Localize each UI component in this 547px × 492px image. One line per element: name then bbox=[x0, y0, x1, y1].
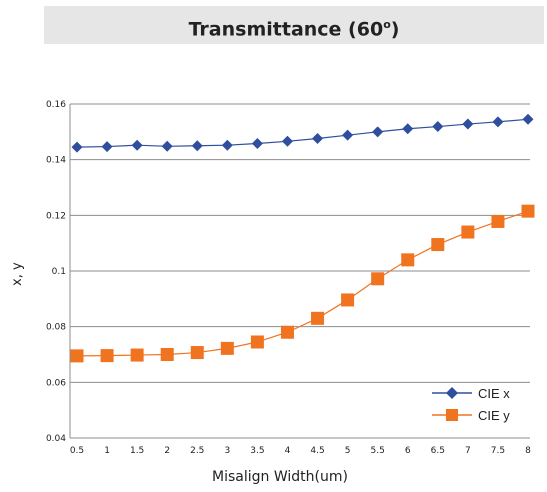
y-tick-label-1: 0.06 bbox=[46, 378, 66, 388]
x-tick-label-3: 2 bbox=[164, 446, 170, 456]
x-tick-label-14: 7.5 bbox=[491, 446, 505, 456]
point-s0-12 bbox=[432, 121, 443, 132]
point-s0-0 bbox=[72, 142, 83, 153]
point-s1-5 bbox=[221, 342, 234, 355]
legend-swatch-cie-y bbox=[432, 408, 472, 422]
point-s1-13 bbox=[461, 226, 474, 239]
y-tick-label-2: 0.08 bbox=[46, 323, 66, 333]
point-s0-10 bbox=[372, 126, 383, 137]
x-tick-label-7: 4 bbox=[285, 446, 291, 456]
y-tick-label-5: 0.14 bbox=[46, 156, 66, 166]
x-tick-label-12: 6.5 bbox=[431, 446, 445, 456]
point-s1-6 bbox=[251, 335, 264, 348]
point-s0-6 bbox=[252, 138, 263, 149]
point-s0-9 bbox=[342, 130, 353, 141]
point-s1-9 bbox=[341, 293, 354, 306]
x-tick-label-9: 5 bbox=[345, 446, 351, 456]
y-tick-label-4: 0.12 bbox=[46, 211, 66, 221]
point-s1-8 bbox=[311, 312, 324, 325]
point-s1-1 bbox=[101, 349, 114, 362]
point-s0-4 bbox=[192, 140, 203, 151]
point-s1-7 bbox=[281, 326, 294, 339]
legend-label-cie-y: CIE y bbox=[478, 408, 510, 423]
legend-label-cie-x: CIE x bbox=[478, 386, 510, 401]
y-tick-label-6: 0.16 bbox=[46, 100, 66, 110]
x-tick-label-4: 2.5 bbox=[190, 446, 204, 456]
point-s1-14 bbox=[491, 215, 504, 228]
point-s1-15 bbox=[522, 205, 535, 218]
point-s1-11 bbox=[401, 253, 414, 266]
point-s0-5 bbox=[222, 140, 233, 151]
x-tick-label-8: 4.5 bbox=[310, 446, 324, 456]
point-s1-4 bbox=[191, 346, 204, 359]
point-s1-2 bbox=[131, 349, 144, 362]
point-s0-8 bbox=[312, 133, 323, 144]
legend-item-cie-y: CIE y bbox=[432, 405, 532, 425]
point-s1-3 bbox=[161, 348, 174, 361]
y-tick-label-3: 0.1 bbox=[52, 267, 66, 277]
legend-item-cie-x: CIE x bbox=[432, 383, 532, 403]
x-tick-label-15: 8 bbox=[525, 446, 531, 456]
point-s0-11 bbox=[402, 123, 413, 134]
series-line-1 bbox=[77, 211, 528, 356]
point-s0-1 bbox=[102, 141, 113, 152]
y-axis-label: x, y bbox=[10, 246, 25, 286]
series-line-0 bbox=[77, 119, 528, 147]
point-s1-0 bbox=[71, 349, 84, 362]
x-axis-label: Misalign Width(um) bbox=[150, 469, 410, 485]
point-s0-2 bbox=[132, 140, 143, 151]
point-s0-14 bbox=[492, 116, 503, 127]
x-tick-label-6: 3.5 bbox=[250, 446, 264, 456]
x-tick-label-2: 1.5 bbox=[130, 446, 144, 456]
chart-legend: CIE x CIE y bbox=[432, 383, 532, 427]
x-tick-label-1: 1 bbox=[104, 446, 110, 456]
point-s1-12 bbox=[431, 238, 444, 251]
x-tick-label-5: 3 bbox=[224, 446, 230, 456]
point-s0-13 bbox=[462, 119, 473, 130]
point-s1-10 bbox=[371, 272, 384, 285]
x-tick-label-11: 6 bbox=[405, 446, 411, 456]
x-tick-label-10: 5.5 bbox=[371, 446, 385, 456]
legend-swatch-cie-x bbox=[432, 386, 472, 400]
point-s0-3 bbox=[162, 141, 173, 152]
x-tick-label-0: 0.5 bbox=[70, 446, 84, 456]
point-s0-7 bbox=[282, 136, 293, 147]
y-tick-label-0: 0.04 bbox=[46, 434, 66, 444]
point-s0-15 bbox=[523, 114, 534, 125]
x-tick-label-13: 7 bbox=[465, 446, 471, 456]
